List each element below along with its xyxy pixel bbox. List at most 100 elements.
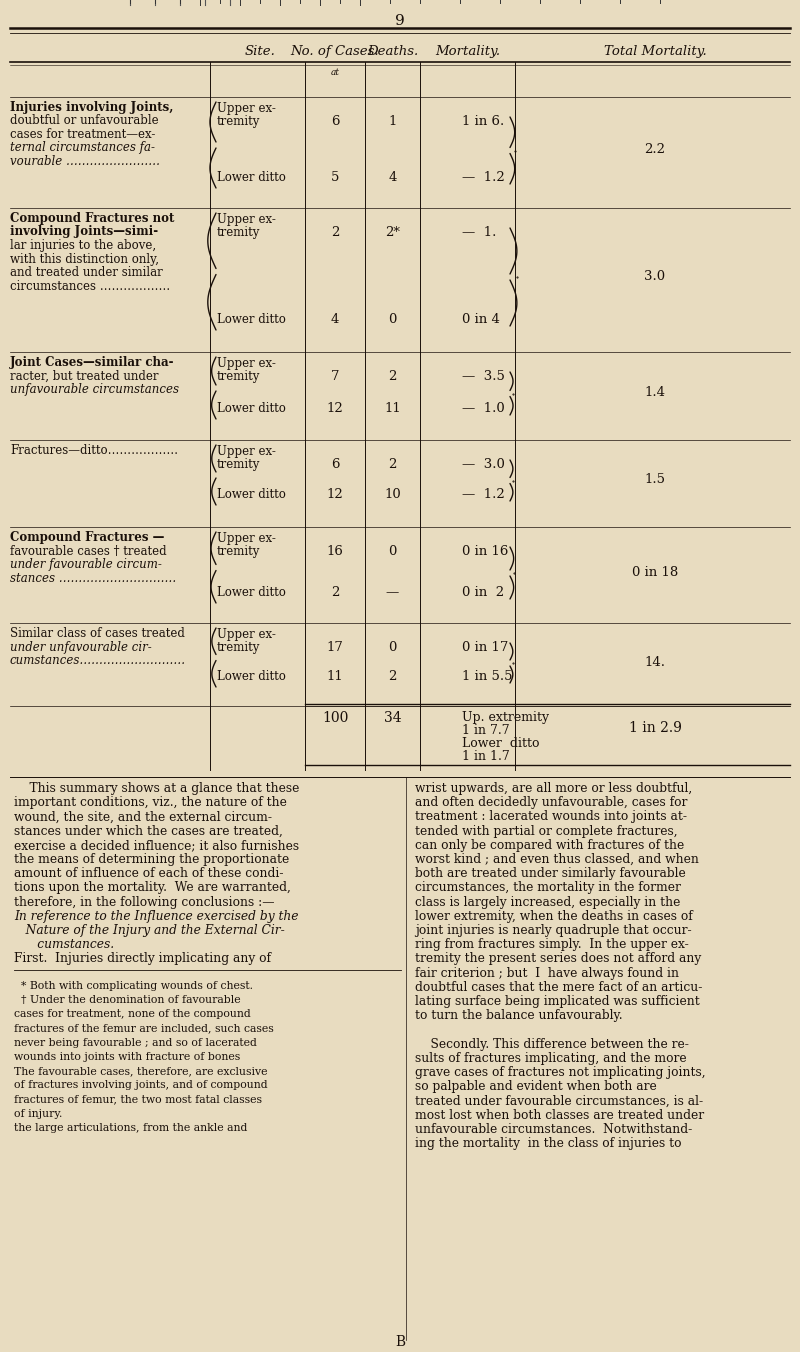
Text: 2: 2 xyxy=(388,458,397,470)
Text: tions upon the mortality.  We are warranted,: tions upon the mortality. We are warrant… xyxy=(14,882,291,895)
Text: cases for treatment—ex-: cases for treatment—ex- xyxy=(10,128,155,141)
Text: Upper ex-: Upper ex- xyxy=(217,627,276,641)
Text: —  3.5: — 3.5 xyxy=(462,370,506,383)
Text: 4: 4 xyxy=(331,314,339,326)
Text: 17: 17 xyxy=(326,641,343,654)
Text: vourable ……………………: vourable …………………… xyxy=(10,155,160,168)
Text: at: at xyxy=(330,68,339,77)
Text: Upper ex-: Upper ex- xyxy=(217,214,276,226)
Text: 6: 6 xyxy=(330,458,339,470)
Text: 1 in 1.7: 1 in 1.7 xyxy=(462,750,510,763)
Text: never being favourable ; and so of lacerated: never being favourable ; and so of lacer… xyxy=(14,1037,257,1048)
Text: ing the mortality  in the class of injuries to: ing the mortality in the class of injuri… xyxy=(415,1137,682,1151)
Text: fair criterion ; but  I  have always found in: fair criterion ; but I have always found… xyxy=(415,967,679,980)
Text: 1 in 6.: 1 in 6. xyxy=(462,115,505,128)
Text: cumstances………………………: cumstances……………………… xyxy=(10,654,186,667)
Text: 1 in 7.7: 1 in 7.7 xyxy=(462,725,510,737)
Text: Injuries involving Joints,: Injuries involving Joints, xyxy=(10,101,174,114)
Text: —  3.0: — 3.0 xyxy=(462,458,506,470)
Text: —  1.: — 1. xyxy=(462,226,497,239)
Text: Up. extremity: Up. extremity xyxy=(462,711,550,725)
Text: lar injuries to the above,: lar injuries to the above, xyxy=(10,239,156,251)
Text: * Both with complicating wounds of chest.: * Both with complicating wounds of chest… xyxy=(14,980,253,991)
Text: 9: 9 xyxy=(395,14,405,28)
Text: 1 in 2.9: 1 in 2.9 xyxy=(629,721,682,735)
Text: Nature of the Injury and the External Cir-: Nature of the Injury and the External Ci… xyxy=(14,923,285,937)
Text: both are treated under similarly favourable: both are treated under similarly favoura… xyxy=(415,867,686,880)
Text: † Under the denomination of favourable: † Under the denomination of favourable xyxy=(14,995,241,1005)
Text: First.  Injuries directly implicating any of: First. Injuries directly implicating any… xyxy=(14,952,271,965)
Text: amount of influence of each of these condi-: amount of influence of each of these con… xyxy=(14,867,283,880)
Text: 1.4: 1.4 xyxy=(645,387,666,399)
Text: Upper ex-: Upper ex- xyxy=(217,101,276,115)
Text: stances under which the cases are treated,: stances under which the cases are treate… xyxy=(14,825,283,838)
Text: Secondly. This difference between the re-: Secondly. This difference between the re… xyxy=(415,1037,689,1051)
Text: 0 in 4: 0 in 4 xyxy=(462,314,500,326)
Text: can only be compared with fractures of the: can only be compared with fractures of t… xyxy=(415,838,684,852)
Text: circumstances, the mortality in the former: circumstances, the mortality in the form… xyxy=(415,882,681,895)
Text: tremity: tremity xyxy=(217,641,260,654)
Text: 0: 0 xyxy=(388,545,397,558)
Text: tremity: tremity xyxy=(217,226,260,239)
Text: 3.0: 3.0 xyxy=(645,269,666,283)
Text: Lower ditto: Lower ditto xyxy=(217,170,286,184)
Text: class is largely increased, especially in the: class is largely increased, especially i… xyxy=(415,895,680,909)
Text: 1 in 5.5: 1 in 5.5 xyxy=(462,671,513,683)
Text: 0 in  2: 0 in 2 xyxy=(462,585,505,599)
Text: 2*: 2* xyxy=(385,226,400,239)
Text: racter, but treated under: racter, but treated under xyxy=(10,369,158,383)
Text: with this distinction only,: with this distinction only, xyxy=(10,253,159,265)
Text: The favourable cases, therefore, are exclusive: The favourable cases, therefore, are exc… xyxy=(14,1065,267,1076)
Text: Lower ditto: Lower ditto xyxy=(217,402,286,415)
Text: and treated under similar: and treated under similar xyxy=(10,266,162,279)
Text: 0: 0 xyxy=(388,641,397,654)
Text: ring from fractures simply.  In the upper ex-: ring from fractures simply. In the upper… xyxy=(415,938,689,952)
Text: Lower ditto: Lower ditto xyxy=(217,314,286,326)
Text: Fractures—ditto………………: Fractures—ditto……………… xyxy=(10,443,178,457)
Text: circumstances ………………: circumstances ……………… xyxy=(10,280,170,292)
Text: unfavourable circumstances.  Notwithstand-: unfavourable circumstances. Notwithstand… xyxy=(415,1122,692,1136)
Text: 100: 100 xyxy=(322,711,348,725)
Text: tremity the present series does not afford any: tremity the present series does not affo… xyxy=(415,952,702,965)
Text: tremity: tremity xyxy=(217,115,260,128)
Text: involving Joints—simi-: involving Joints—simi- xyxy=(10,226,158,238)
Text: 16: 16 xyxy=(326,545,343,558)
Text: Mortality.: Mortality. xyxy=(435,45,500,58)
Text: and often decidedly unfavourable, cases for: and often decidedly unfavourable, cases … xyxy=(415,796,687,810)
Text: Compound Fractures not: Compound Fractures not xyxy=(10,212,174,224)
Text: Similar class of cases treated: Similar class of cases treated xyxy=(10,627,185,639)
Text: under favourable circum-: under favourable circum- xyxy=(10,558,162,571)
Text: 5: 5 xyxy=(331,170,339,184)
Text: of fractures involving joints, and of compound: of fractures involving joints, and of co… xyxy=(14,1080,268,1090)
Text: exercise a decided influence; it also furnishes: exercise a decided influence; it also fu… xyxy=(14,838,299,852)
Text: tended with partial or complete fractures,: tended with partial or complete fracture… xyxy=(415,825,678,838)
Text: 2: 2 xyxy=(331,226,339,239)
Text: Upper ex-: Upper ex- xyxy=(217,531,276,545)
Text: therefore, in the following conclusions :—: therefore, in the following conclusions … xyxy=(14,895,274,909)
Text: important conditions, viz., the nature of the: important conditions, viz., the nature o… xyxy=(14,796,287,810)
Text: 1: 1 xyxy=(388,115,397,128)
Text: joint injuries is nearly quadruple that occur-: joint injuries is nearly quadruple that … xyxy=(415,923,692,937)
Text: Joint Cases—similar cha-: Joint Cases—similar cha- xyxy=(10,356,174,369)
Text: No. of Cases.: No. of Cases. xyxy=(290,45,379,58)
Text: —: — xyxy=(386,585,399,599)
Text: favourable cases † treated: favourable cases † treated xyxy=(10,545,166,557)
Text: 12: 12 xyxy=(326,402,343,415)
Text: fractures of the femur are included, such cases: fractures of the femur are included, suc… xyxy=(14,1023,274,1033)
Text: 0 in 17: 0 in 17 xyxy=(462,641,509,654)
Text: 1.5: 1.5 xyxy=(645,473,666,485)
Text: Site.: Site. xyxy=(245,45,275,58)
Text: 2.2: 2.2 xyxy=(645,143,666,155)
Text: 2: 2 xyxy=(388,370,397,383)
Text: 2: 2 xyxy=(388,671,397,683)
Text: stances …………………………: stances ………………………… xyxy=(10,572,176,584)
Text: Upper ex-: Upper ex- xyxy=(217,445,276,458)
Text: lower extremity, when the deaths in cases of: lower extremity, when the deaths in case… xyxy=(415,910,693,923)
Text: 0 in 18: 0 in 18 xyxy=(632,565,678,579)
Text: In reference to the Influence exercised by the: In reference to the Influence exercised … xyxy=(14,910,298,923)
Text: wound, the site, and the external circum-: wound, the site, and the external circum… xyxy=(14,810,272,823)
Text: Lower  ditto: Lower ditto xyxy=(462,737,540,750)
Text: Lower ditto: Lower ditto xyxy=(217,671,286,683)
Text: cases for treatment, none of the compound: cases for treatment, none of the compoun… xyxy=(14,1009,250,1019)
Text: Compound Fractures —: Compound Fractures — xyxy=(10,531,164,544)
